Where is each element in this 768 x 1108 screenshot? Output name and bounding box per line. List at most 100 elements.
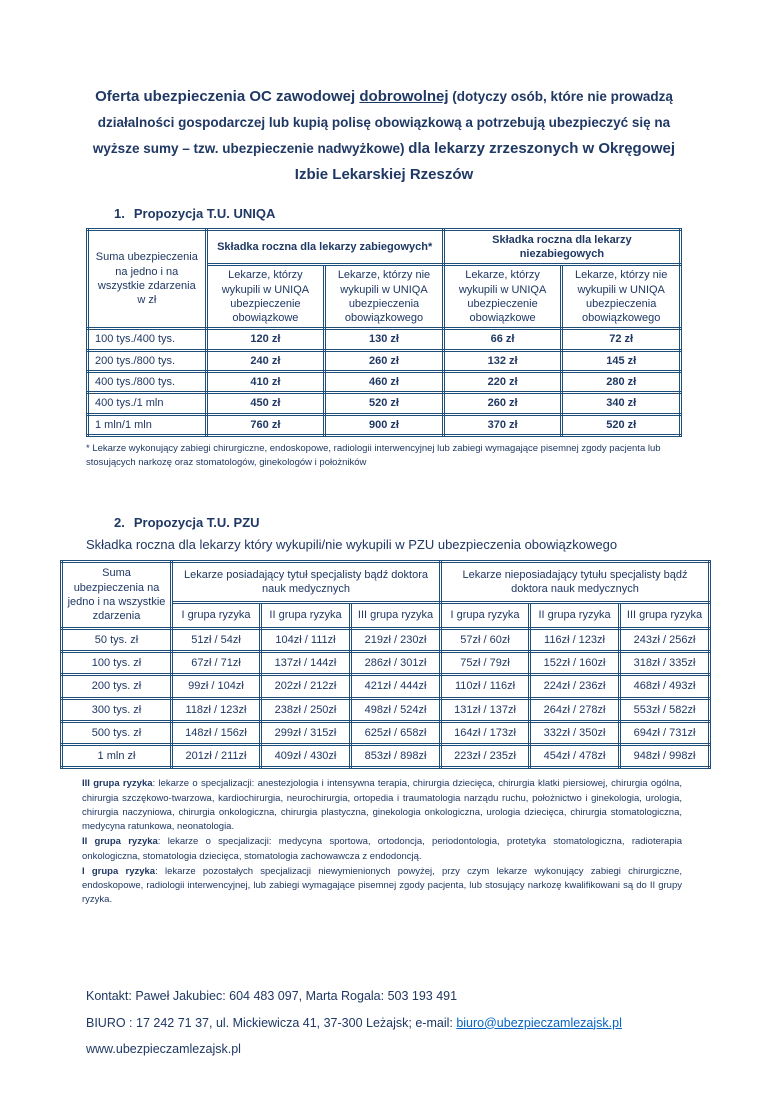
- table-row: 1 mln zł 201zł / 211zł 409zł / 430zł 853…: [60, 743, 712, 770]
- t2-cell: 57zł / 60zł: [439, 626, 532, 653]
- t1-cell: 520 zł: [560, 412, 682, 437]
- uniqa-price-table: Suma ubezpieczenia na jedno i na wszystk…: [86, 227, 683, 437]
- risk-group-note-1: I grupa ryzyka: lekarze pozostałych spec…: [82, 865, 682, 908]
- t2-cell: 164zł / 173zł: [439, 719, 532, 747]
- t2-cell: 498zł / 524zł: [348, 696, 443, 723]
- t2-risk-group-header: III grupa ryzyka: [348, 601, 443, 630]
- t2-cell: 110zł / 116zł: [439, 673, 532, 700]
- table-row: 100 tys. zł 67zł / 71zł 137zł / 144zł 28…: [60, 649, 712, 677]
- risk-group-note-3-text: : lekarze o specjalizacji: anestezjologi…: [82, 778, 683, 833]
- t2-cell: 553zł / 582zł: [618, 696, 712, 723]
- t2-row-label: 100 tys. zł: [60, 649, 173, 677]
- t2-sum-header: Suma ubezpieczenia na jedno i na wszystk…: [60, 560, 173, 630]
- table-row: 100 tys./400 tys. 120 zł 130 zł 66 zł 72…: [86, 327, 682, 352]
- section-1-title: Propozycja T.U. UNIQA: [133, 205, 276, 221]
- risk-group-note-2-label: II grupa ryzyka: [82, 836, 158, 848]
- uniqa-footnote: * Lekarze wykonujący zabiegi chirurgiczn…: [86, 442, 661, 468]
- t1-row-label: 1 mln/1 mln: [86, 412, 208, 437]
- t1-cell: 120 zł: [204, 327, 327, 352]
- t2-risk-group-header: I grupa ryzyka: [439, 601, 532, 630]
- table-row: 1 mln/1 mln 760 zł 900 zł 370 zł 520 zł: [86, 412, 682, 437]
- t2-cell: 137zł / 144zł: [259, 649, 352, 677]
- t2-cell: 99zł / 104zł: [170, 673, 262, 700]
- t2-row-label: 500 tys. zł: [60, 719, 173, 747]
- risk-group-note-1-label: I grupa ryzyka: [82, 865, 156, 877]
- t2-risk-group-header: I grupa ryzyka: [170, 601, 262, 630]
- t1-group1-header: Składka roczna dla lekarzy zabiegowych*: [204, 227, 445, 267]
- t2-risk-group-header: II grupa ryzyka: [528, 601, 622, 630]
- t2-cell: 224zł / 236zł: [528, 673, 622, 700]
- risk-group-note-2: II grupa ryzyka: lekarze o specjalizacji…: [82, 835, 682, 864]
- t2-cell: 694zł / 731zł: [618, 719, 712, 747]
- t2-sub-header-row: I grupa ryzyka II grupa ryzyka III grupa…: [62, 601, 712, 630]
- contact-office-text: BIURO : 17 242 71 37, ul. Mickiewicza 41…: [86, 1015, 457, 1030]
- t2-cell: 332zł / 350zł: [528, 719, 622, 747]
- section-2-heading: 2. Propozycja T.U. PZU: [86, 515, 682, 530]
- t1-cell: 72 zł: [560, 327, 682, 352]
- t2-cell: 264zł / 278zł: [528, 696, 622, 723]
- t1-subheader-bought: Lekarze, którzy wykupili w UNIQA ubezpie…: [204, 263, 327, 331]
- t2-cell: 104zł / 111zł: [259, 626, 352, 653]
- t2-cell: 118zł / 123zł: [170, 696, 262, 723]
- title-lead: Oferta ubezpieczenia OC zawodowej: [95, 88, 360, 105]
- t1-cell: 760 zł: [204, 412, 327, 437]
- t1-cell: 520 zł: [323, 391, 445, 416]
- t2-cell: 67zł / 71zł: [170, 649, 262, 677]
- t2-cell: 625zł / 658zł: [348, 719, 443, 747]
- t2-group2-header: Lekarze nieposiadający tytułu specjalist…: [439, 560, 712, 605]
- table-row: 300 tys. zł 118zł / 123zł 238zł / 250zł …: [60, 696, 712, 723]
- t1-row-label: 100 tys./400 tys.: [86, 327, 208, 352]
- t1-cell: 370 zł: [441, 412, 564, 437]
- t1-cell: 450 zł: [204, 391, 327, 416]
- t1-subheader-not-bought: Lekarze, którzy nie wykupili w UNIQA ube…: [560, 263, 682, 331]
- t1-row-label: 400 tys./800 tys.: [86, 369, 208, 395]
- section-1-number: 1.: [114, 205, 125, 221]
- t2-cell: 202zł / 212zł: [259, 673, 352, 700]
- t2-cell: 243zł / 256zł: [618, 626, 712, 653]
- t1-group2-header: Składka roczna dla lekarzy niezabiegowyc…: [441, 227, 683, 267]
- t2-cell: 286zł / 301zł: [348, 649, 443, 677]
- contact-phones-line: Kontakt: Paweł Jakubiec: 604 483 097, Ma…: [86, 988, 458, 1003]
- t2-cell: 454zł / 478zł: [528, 743, 622, 770]
- t1-subheader-not-bought: Lekarze, którzy nie wykupili w UNIQA ube…: [323, 263, 445, 331]
- t2-cell: 853zł / 898zł: [348, 743, 443, 770]
- t2-risk-group-header: III grupa ryzyka: [618, 601, 712, 630]
- section-2-title: Propozycja T.U. PZU: [133, 515, 260, 531]
- t2-cell: 299zł / 315zł: [259, 719, 352, 747]
- section-2-number: 2.: [114, 515, 125, 531]
- t2-row-label: 1 mln zł: [60, 743, 173, 770]
- t1-row-label: 400 tys./1 mln: [86, 391, 208, 416]
- t2-cell: 468zł / 493zł: [618, 673, 712, 700]
- t1-cell: 220 zł: [441, 369, 564, 395]
- t2-group1-header: Lekarze posiadający tytuł specjalisty bą…: [169, 560, 443, 605]
- risk-group-note-3: III grupa ryzyka: lekarze o specjalizacj…: [82, 777, 682, 834]
- email-link[interactable]: biuro@ubezpieczamlezajsk.pl: [456, 1015, 622, 1030]
- t2-cell: 131zł / 137zł: [439, 696, 532, 723]
- t1-cell: 66 zł: [441, 327, 564, 352]
- t2-cell: 948zł / 998zł: [618, 743, 712, 770]
- risk-group-note-2-text: : lekarze o specjalizacji: medycyna spor…: [82, 836, 682, 862]
- title-parenthetical: (dotyczy osób, które nie prowadzą działa…: [92, 89, 673, 156]
- t2-cell: 116zł / 123zł: [528, 626, 622, 653]
- t2-row-label: 50 tys. zł: [60, 626, 173, 653]
- website-line: www.ubezpieczamlezajsk.pl: [86, 1042, 241, 1057]
- pzu-price-table: Suma ubezpieczenia na jedno i na wszystk…: [60, 560, 712, 770]
- table-row: 400 tys./800 tys. 410 zł 460 zł 220 zł 2…: [86, 369, 682, 395]
- t2-cell: 409zł / 430zł: [259, 743, 352, 770]
- t2-cell: 152zł / 160zł: [528, 649, 622, 677]
- t1-group-header-row: Suma ubezpieczenia na jedno i na wszystk…: [86, 227, 683, 331]
- t2-risk-group-header: II grupa ryzyka: [259, 601, 352, 630]
- title-tail: dla lekarzy zrzeszonych w Okręgowej Izbi…: [294, 139, 676, 183]
- t1-cell: 280 zł: [560, 369, 682, 395]
- table-row: 200 tys. zł 99zł / 104zł 202zł / 212zł 4…: [60, 673, 712, 700]
- contact-block: Kontakt: Paweł Jakubiec: 604 483 097, Ma…: [86, 988, 682, 1059]
- t1-cell: 460 zł: [323, 369, 445, 395]
- t2-cell: 148zł / 156zł: [170, 719, 262, 747]
- title-underlined-word: dobrowolnej: [359, 88, 449, 105]
- t1-cell: 260 zł: [441, 391, 564, 416]
- t1-cell: 260 zł: [323, 348, 445, 374]
- table-row: 500 tys. zł 148zł / 156zł 299zł / 315zł …: [60, 719, 712, 747]
- t1-sub-header-row: Lekarze, którzy wykupili w UNIQA ubezpie…: [88, 263, 682, 331]
- risk-group-note-1-text: : lekarze pozostałych specjalizacji niew…: [82, 865, 682, 906]
